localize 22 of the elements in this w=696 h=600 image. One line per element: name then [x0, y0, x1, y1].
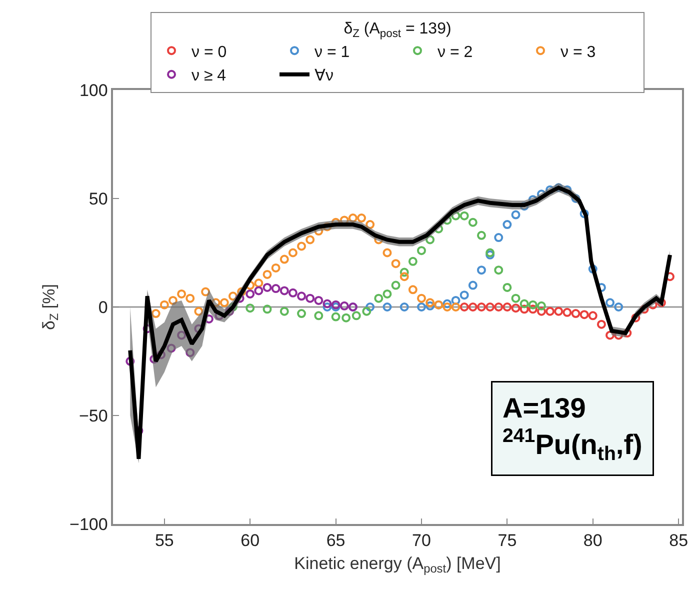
- x-tick-label: 85: [669, 531, 688, 550]
- y-tick-label: 50: [88, 189, 108, 208]
- legend-title: δ$_{Z}$ (A$_{post}$ = 139): [344, 20, 452, 40]
- text: A=139: [502, 392, 586, 424]
- x-tick-label: 60: [240, 531, 260, 550]
- x-axis-title: Kinetic energy (A$_{post}$) [MeV]: [294, 554, 501, 576]
- legend-label: ν = 0: [192, 44, 227, 61]
- y-tick-label: 100: [79, 80, 108, 100]
- x-tick-label: 80: [583, 531, 602, 550]
- legend-label: ν ≥ 4: [192, 68, 226, 85]
- legend-label: ν = 3: [560, 44, 596, 61]
- annotation: $^{241}$Pu(n$_{th}$,f): [502, 425, 642, 465]
- legend-label: ∀ν: [314, 68, 334, 85]
- x-tick-label: 65: [326, 531, 346, 550]
- y-tick-label: 0: [98, 298, 108, 317]
- y-tick-label: −100: [70, 514, 108, 534]
- x-tick-label: 75: [498, 531, 517, 550]
- legend-label: ν = 1: [314, 44, 350, 61]
- y-tick-label: −50: [79, 406, 108, 426]
- legend-label: ν = 2: [438, 44, 473, 61]
- x-tick-label: 55: [154, 531, 174, 550]
- x-tick-label: 70: [412, 531, 431, 550]
